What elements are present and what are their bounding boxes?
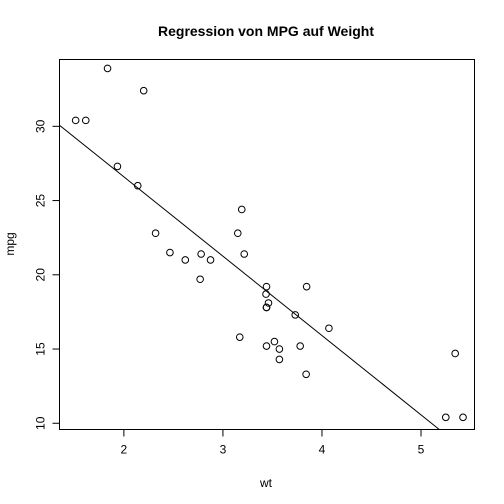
y-tick-label: 10	[34, 416, 48, 430]
data-point	[264, 299, 273, 307]
data-point	[275, 355, 284, 364]
y-tick-label: 15	[34, 342, 48, 356]
data-point	[302, 282, 311, 291]
data-point	[441, 413, 450, 422]
y-axis-label: mpg	[3, 232, 17, 255]
data-point	[103, 64, 112, 73]
data-point	[262, 290, 270, 298]
data-point	[262, 303, 271, 312]
data-point	[197, 250, 205, 258]
data-point	[233, 229, 242, 238]
data-point	[240, 250, 249, 258]
y-tick-label: 30	[34, 119, 48, 133]
data-point	[451, 349, 459, 358]
data-point	[166, 248, 174, 257]
data-point	[206, 256, 215, 264]
y-tick-label: 25	[34, 194, 48, 208]
regression-line-group	[59, 124, 440, 430]
data-point	[113, 162, 122, 171]
x-axis-label: wt	[259, 476, 273, 490]
x-tick-label: 5	[418, 443, 425, 457]
data-point	[275, 345, 284, 353]
x-tick-label: 3	[220, 443, 227, 457]
data-point	[262, 282, 271, 291]
data-point	[235, 333, 244, 341]
data-point	[181, 256, 190, 264]
data-point	[262, 342, 271, 350]
data-point	[459, 413, 467, 422]
plot-area-border	[59, 59, 475, 430]
x-tick-label: 4	[319, 443, 326, 457]
data-point	[237, 205, 246, 214]
y-axis: 10 15 20 25 30	[34, 119, 60, 430]
data-point	[291, 311, 300, 319]
regression-line	[59, 124, 440, 430]
data-point	[325, 324, 333, 333]
x-axis: 2 3 4 5	[121, 429, 425, 457]
x-tick-label: 2	[121, 443, 128, 457]
data-point	[302, 370, 310, 379]
data-point	[139, 86, 148, 95]
data-points	[71, 64, 467, 422]
chart-title: Regression von MPG auf Weight	[158, 23, 374, 39]
data-point	[296, 342, 304, 350]
data-point	[81, 116, 90, 125]
data-point	[151, 229, 160, 238]
data-point	[270, 337, 279, 346]
data-point	[71, 116, 80, 125]
data-point	[196, 275, 204, 284]
y-tick-label: 20	[34, 268, 48, 282]
